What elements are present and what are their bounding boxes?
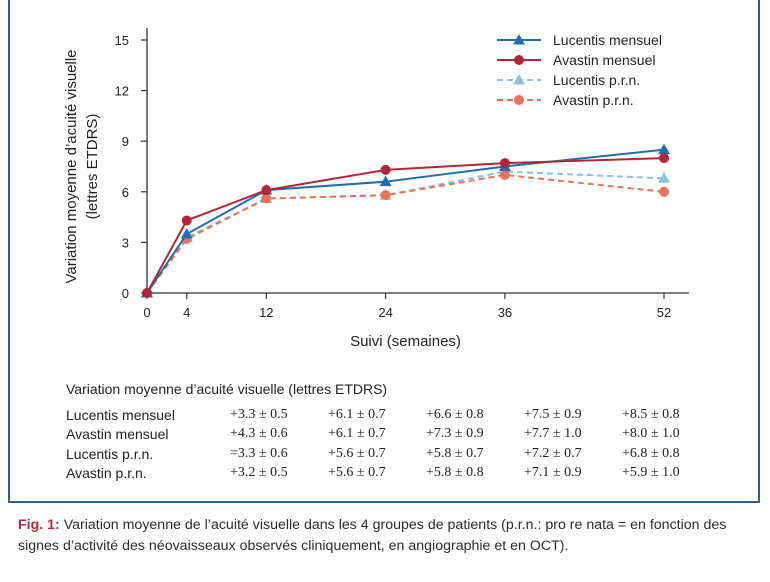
values-table: Lucentis mensuel +3.3 ± 0.5 +6.1 ± 0.7 +… [66, 405, 720, 483]
table-cell: +6.1 ± 0.7 [328, 426, 386, 442]
y-axis-label: (lettres ETDRS) [84, 114, 101, 220]
figure-caption: Fig. 1: Variation moyenne de l’acuité vi… [18, 515, 763, 557]
table-cell: +6.8 ± 0.8 [622, 445, 680, 461]
data-point [380, 190, 391, 201]
x-tick-label: 12 [259, 305, 273, 320]
legend-label: Lucentis mensuel [553, 32, 662, 48]
table-cell: +5.9 ± 1.0 [622, 465, 680, 481]
x-tick-label: 4 [183, 305, 190, 320]
table-cell: +5.8 ± 0.7 [426, 445, 484, 461]
table-cell: +8.0 ± 1.0 [622, 426, 680, 442]
series-line [146, 170, 665, 294]
table-row: Lucentis mensuel +3.3 ± 0.5 +6.1 ± 0.7 +… [66, 405, 720, 425]
row-label: Avastin mensuel [66, 426, 169, 443]
table-cell: +6.6 ± 0.8 [426, 406, 484, 422]
table-cell: +6.1 ± 0.7 [328, 406, 386, 422]
data-point [659, 186, 669, 197]
table-cell: +8.5 ± 0.8 [622, 406, 680, 422]
series-line [146, 148, 665, 294]
legend-marker [513, 34, 525, 45]
table-cell: +3.3 ± 0.5 [230, 406, 288, 422]
series-line [146, 157, 665, 294]
legend-label: Avastin mensuel [553, 52, 655, 68]
data-point [659, 153, 669, 164]
data-point [142, 288, 152, 298]
table-cell: +5.8 ± 0.8 [426, 465, 484, 481]
caption-text: Variation moyenne de l’acuité visuelle d… [18, 517, 727, 554]
y-tick-label: 3 [122, 235, 129, 250]
data-point [261, 185, 272, 196]
x-tick-label: 24 [378, 305, 392, 320]
table-cell: +7.5 ± 0.9 [524, 406, 582, 422]
data-point [658, 143, 670, 155]
legend-marker [514, 95, 524, 105]
data-point [180, 227, 193, 239]
table-cell: +5.6 ± 0.7 [328, 465, 386, 481]
row-label: Avastin p.r.n. [66, 465, 147, 482]
caption-label: Fig. 1: [18, 517, 60, 533]
legend-marker [514, 55, 524, 65]
data-point [261, 193, 272, 204]
table-title: Variation moyenne d’acuité visuelle (let… [66, 381, 388, 397]
table-cell: +3.2 ± 0.5 [230, 465, 288, 481]
data-point [499, 158, 510, 169]
data-point [499, 169, 510, 180]
table-cell: +4.3 ± 0.6 [230, 426, 288, 442]
table-cell: +7.1 ± 0.9 [524, 465, 582, 481]
table-cell: +7.2 ± 0.7 [524, 445, 582, 461]
data-point [380, 164, 391, 175]
table-row: Avastin p.r.n. +3.2 ± 0.5 +5.6 ± 0.7 +5.… [66, 464, 720, 484]
row-label: Lucentis mensuel [66, 406, 175, 423]
y-tick-label: 9 [122, 134, 129, 149]
series-line [146, 173, 665, 294]
y-tick-label: 6 [122, 185, 129, 200]
row-label: Lucentis p.r.n. [66, 445, 154, 462]
figure-frame [8, 0, 760, 503]
x-tick-label: 52 [657, 305, 671, 320]
y-axis-label: Variation moyenne d’acuité visuelle [63, 49, 80, 283]
y-tick-label: 0 [122, 286, 129, 301]
table-row: Lucentis p.r.n. =3.3 ± 0.6 +5.6 ± 0.7 +5… [66, 444, 720, 464]
legend-marker [513, 74, 525, 85]
table-cell: =3.3 ± 0.6 [230, 445, 288, 461]
legend-label: Avastin p.r.n. [553, 92, 634, 108]
x-tick-label: 36 [498, 305, 512, 320]
x-axis-label: Suivi (semaines) [350, 333, 461, 350]
table-row: Avastin mensuel +4.3 ± 0.6 +6.1 ± 0.7 +7… [66, 425, 720, 445]
data-point [658, 172, 670, 183]
y-tick-label: 12 [115, 84, 129, 99]
data-point [181, 215, 192, 226]
table-cell: +7.3 ± 0.9 [426, 426, 484, 442]
data-point [379, 175, 392, 187]
y-tick-label: 15 [115, 33, 129, 48]
table-cell: +7.7 ± 1.0 [524, 426, 582, 442]
legend-label: Lucentis p.r.n. [553, 72, 640, 88]
x-tick-label: 0 [143, 305, 150, 320]
table-cell: +5.6 ± 0.7 [328, 445, 386, 461]
